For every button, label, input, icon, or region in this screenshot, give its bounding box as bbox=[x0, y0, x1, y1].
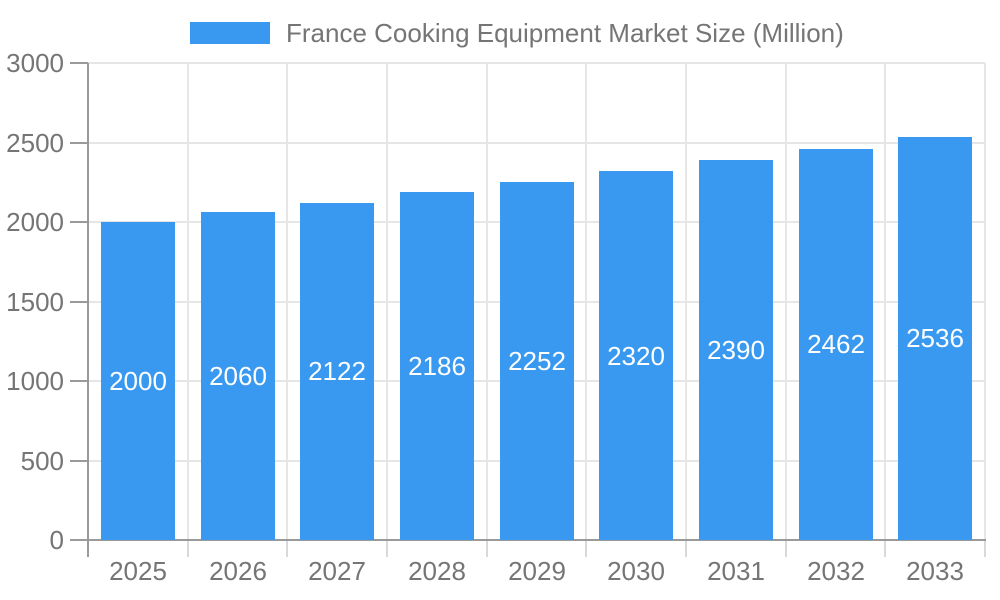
bar[interactable] bbox=[699, 160, 773, 540]
bar-value-label: 2060 bbox=[209, 361, 267, 391]
bar[interactable] bbox=[799, 149, 873, 540]
bar-value-label: 2122 bbox=[308, 356, 366, 386]
bar[interactable] bbox=[300, 203, 374, 540]
y-axis-label: 0 bbox=[49, 525, 64, 555]
x-axis-label: 2032 bbox=[807, 556, 865, 586]
x-axis-label: 2030 bbox=[607, 556, 665, 586]
bar-value-label: 2390 bbox=[707, 335, 765, 365]
y-axis-label: 500 bbox=[20, 446, 64, 476]
v-gridline bbox=[884, 63, 886, 540]
x-axis-label: 2033 bbox=[906, 556, 964, 586]
legend-swatch bbox=[190, 22, 270, 44]
bar-value-label: 2462 bbox=[807, 329, 865, 359]
v-gridline bbox=[187, 63, 189, 540]
x-axis-tick bbox=[884, 540, 886, 557]
x-axis-tick bbox=[187, 540, 189, 557]
y-axis-line bbox=[87, 63, 89, 540]
y-axis-tick bbox=[70, 380, 88, 382]
bar-value-label: 2000 bbox=[109, 366, 167, 396]
x-axis-tick bbox=[785, 540, 787, 557]
bar[interactable] bbox=[898, 137, 972, 540]
legend[interactable]: France Cooking Equipment Market Size (Mi… bbox=[190, 20, 844, 46]
x-axis-tick bbox=[286, 540, 288, 557]
y-axis-label: 2000 bbox=[6, 207, 64, 237]
y-axis-label: 1500 bbox=[6, 287, 64, 317]
x-axis-label: 2031 bbox=[707, 556, 765, 586]
bar[interactable] bbox=[101, 222, 175, 540]
x-axis-label: 2029 bbox=[508, 556, 566, 586]
v-gridline bbox=[486, 63, 488, 540]
y-axis-label: 2500 bbox=[6, 128, 64, 158]
y-axis-tick bbox=[70, 62, 88, 64]
x-axis-tick bbox=[87, 540, 89, 557]
x-axis-label: 2025 bbox=[109, 556, 167, 586]
bar-value-label: 2252 bbox=[508, 346, 566, 376]
v-gridline bbox=[286, 63, 288, 540]
x-axis-tick bbox=[685, 540, 687, 557]
bar-value-label: 2536 bbox=[906, 323, 964, 353]
v-gridline bbox=[585, 63, 587, 540]
v-gridline bbox=[685, 63, 687, 540]
y-axis-label: 1000 bbox=[6, 366, 64, 396]
h-gridline bbox=[88, 142, 985, 144]
bar-value-label: 2186 bbox=[408, 351, 466, 381]
bar-value-label: 2320 bbox=[607, 341, 665, 371]
bar[interactable] bbox=[599, 171, 673, 540]
y-axis-tick bbox=[70, 460, 88, 462]
x-axis-label: 2026 bbox=[209, 556, 267, 586]
y-axis-tick bbox=[70, 539, 88, 541]
legend-label: France Cooking Equipment Market Size (Mi… bbox=[286, 18, 844, 48]
v-gridline bbox=[785, 63, 787, 540]
bar[interactable] bbox=[201, 212, 275, 540]
x-axis-tick bbox=[984, 540, 986, 557]
x-axis-line bbox=[87, 539, 986, 541]
y-axis-tick bbox=[70, 301, 88, 303]
x-axis-tick bbox=[486, 540, 488, 557]
y-axis-label: 3000 bbox=[6, 48, 64, 78]
v-gridline bbox=[984, 63, 986, 540]
v-gridline bbox=[386, 63, 388, 540]
x-axis-tick bbox=[585, 540, 587, 557]
bar[interactable] bbox=[500, 182, 574, 540]
x-axis-label: 2027 bbox=[308, 556, 366, 586]
x-axis-tick bbox=[386, 540, 388, 557]
bar[interactable] bbox=[400, 192, 474, 540]
y-axis-tick bbox=[70, 142, 88, 144]
x-axis-label: 2028 bbox=[408, 556, 466, 586]
h-gridline bbox=[88, 62, 985, 64]
y-axis-tick bbox=[70, 221, 88, 223]
